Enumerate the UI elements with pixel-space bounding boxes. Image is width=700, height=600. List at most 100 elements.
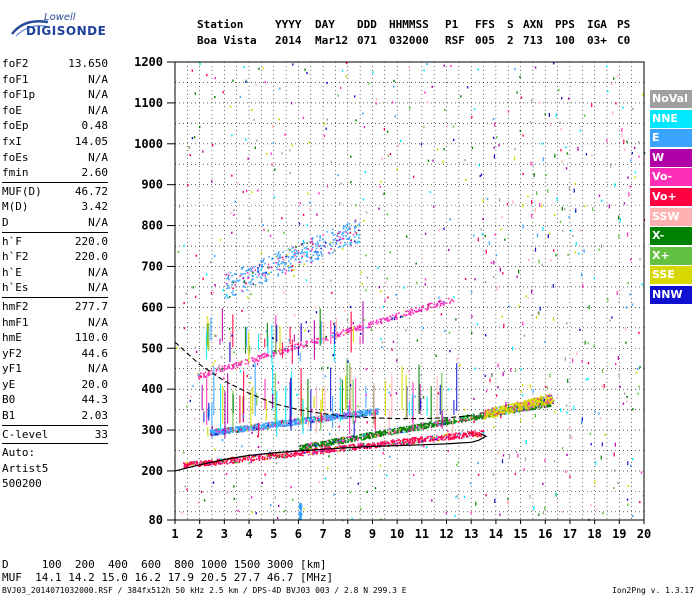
- echo-point: [359, 434, 361, 436]
- echo-point: [353, 445, 356, 447]
- echo-streak: [355, 378, 357, 423]
- echo-point: [258, 457, 261, 459]
- echo-point: [316, 338, 319, 341]
- echo-streak: [249, 345, 251, 354]
- echo-point: [422, 425, 425, 427]
- echo-point: [271, 423, 274, 425]
- echo-point: [501, 407, 504, 410]
- echo-point: [445, 511, 447, 514]
- echo-point: [242, 290, 245, 293]
- echo-point: [244, 362, 247, 365]
- echo-streak: [359, 336, 361, 345]
- echo-point: [393, 85, 395, 88]
- echo-point: [343, 369, 345, 372]
- echo-point: [416, 427, 419, 429]
- echo-point: [499, 413, 502, 415]
- echo-point: [354, 447, 357, 450]
- echo-point: [220, 356, 223, 359]
- echo-point: [473, 434, 475, 437]
- echo-point: [321, 419, 323, 421]
- echo-point: [631, 303, 634, 306]
- echo-point: [359, 447, 361, 450]
- echo-point: [360, 414, 363, 417]
- echo-point: [333, 239, 336, 241]
- echo-point: [263, 424, 265, 426]
- echo-point: [461, 420, 464, 422]
- echo-streak: [271, 324, 273, 364]
- echo-point: [375, 102, 377, 105]
- echo-point: [215, 368, 218, 371]
- echo-point: [349, 384, 352, 387]
- echo-point: [279, 87, 281, 90]
- echo-point: [481, 416, 484, 419]
- echo-point: [284, 133, 286, 136]
- echo-point: [343, 449, 346, 451]
- echo-point: [304, 329, 306, 332]
- echo-point: [355, 226, 357, 228]
- echo-point: [481, 417, 483, 420]
- echo-point: [310, 250, 312, 252]
- echo-point: [337, 415, 340, 418]
- echo-point: [337, 94, 339, 97]
- echo-point: [518, 403, 520, 405]
- echo-point: [309, 444, 311, 446]
- echo-point: [463, 495, 466, 498]
- echo-streak: [313, 320, 315, 360]
- echo-point: [246, 269, 249, 272]
- echo-point: [341, 69, 344, 72]
- echo-point: [328, 451, 331, 454]
- echo-point: [347, 328, 350, 330]
- echo-point: [492, 408, 495, 411]
- echo-point: [515, 407, 518, 410]
- echo-point: [525, 403, 528, 405]
- echo-point: [229, 427, 232, 429]
- echo-point: [424, 232, 427, 235]
- echo-point: [193, 417, 196, 420]
- echo-streak: [426, 396, 428, 416]
- echo-point: [493, 407, 496, 409]
- echo-point: [264, 427, 266, 430]
- echo-point: [305, 344, 308, 347]
- echo-point: [365, 409, 367, 412]
- echo-point: [432, 424, 435, 427]
- echo-point: [424, 438, 426, 440]
- echo-point: [337, 440, 339, 442]
- echo-streak: [229, 342, 231, 363]
- echo-point: [263, 426, 265, 428]
- echo-point: [198, 377, 201, 379]
- echo-point: [366, 447, 368, 450]
- echo-point: [298, 423, 301, 425]
- echo-point: [250, 425, 252, 428]
- echo-point: [465, 178, 467, 181]
- echo-point: [437, 392, 440, 395]
- param-row: foF2 13.650: [2, 56, 108, 72]
- echo-point: [240, 425, 243, 428]
- echo-point: [531, 200, 533, 205]
- echo-point: [494, 407, 497, 410]
- echo-point: [522, 172, 524, 175]
- echo-point: [382, 193, 384, 196]
- echo-point: [232, 457, 235, 460]
- echo-point: [293, 423, 295, 426]
- echo-point: [479, 433, 481, 436]
- echo-point: [193, 461, 196, 463]
- echo-point: [376, 98, 378, 101]
- echo-point: [440, 424, 442, 427]
- param-value: N/A: [88, 72, 108, 86]
- echo-point: [333, 249, 336, 252]
- echo-point: [204, 371, 207, 374]
- echo-point: [289, 249, 291, 252]
- echo-point: [232, 287, 234, 290]
- echo-point: [233, 351, 235, 354]
- echo-point: [480, 414, 482, 417]
- echo-point: [247, 157, 249, 160]
- param-name: B1: [2, 409, 16, 423]
- echo-point: [366, 421, 368, 424]
- echo-point: [357, 405, 359, 408]
- echo-point: [238, 363, 240, 366]
- echo-point: [257, 354, 259, 357]
- echo-streak: [441, 410, 443, 429]
- echo-point: [427, 159, 430, 162]
- echo-point: [325, 449, 327, 451]
- echo-point: [626, 400, 628, 403]
